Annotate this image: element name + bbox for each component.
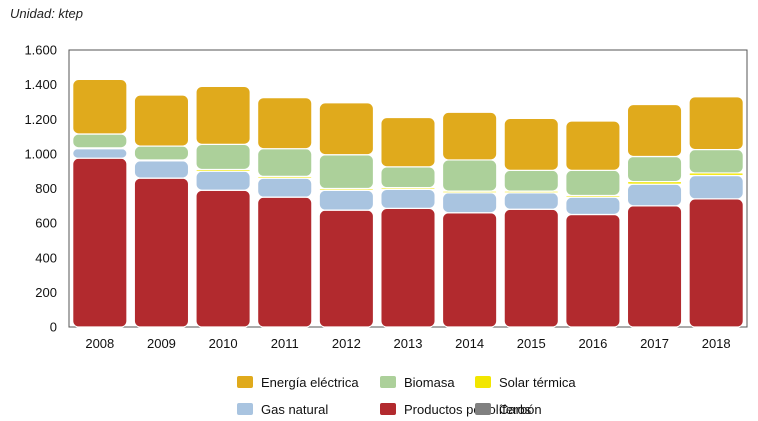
y-tick-label: 400 — [35, 250, 57, 265]
bar-segment-gas-natural-2015 — [503, 192, 559, 210]
bar-segment-productos-petrol-feros-2014 — [441, 212, 498, 328]
bar-segment-gas-natural-2018 — [688, 174, 744, 200]
bar-segment-productos-petrol-feros-2012 — [318, 209, 375, 328]
legend-label: Energía eléctrica — [261, 375, 359, 390]
bar-segment-energ-a-el-ctrica-2016 — [565, 120, 621, 171]
legend-swatch — [475, 403, 491, 415]
y-tick-label: 200 — [35, 285, 57, 300]
x-tick-label: 2008 — [85, 336, 114, 351]
x-tick-label: 2010 — [209, 336, 238, 351]
bar-segment-gas-natural-2016 — [565, 196, 621, 216]
bar-segment-energ-a-el-ctrica-2011 — [257, 97, 313, 150]
bar-segment-energ-a-el-ctrica-2008 — [72, 78, 128, 135]
x-tick-label: 2013 — [394, 336, 423, 351]
bar-segment-productos-petrol-feros-2010 — [195, 189, 251, 328]
plot-area: 0 200 400 600 800 1.000 1.200 1.400 1.600 2008 200… — [24, 43, 748, 351]
x-tick-label: 2016 — [578, 336, 607, 351]
bar-segment-energ-a-el-ctrica-2017 — [626, 103, 683, 158]
bar-segment-energ-a-el-ctrica-2010 — [195, 85, 251, 145]
bar-segment-biomasa-2008 — [72, 133, 128, 149]
x-tick-label: 2018 — [702, 336, 731, 351]
legend-label: Gas natural — [261, 402, 328, 417]
y-tick-label: 1.200 — [24, 112, 57, 127]
bar-segment-productos-petrol-feros-2009 — [133, 177, 190, 328]
bar-segment-biomasa-2012 — [318, 154, 375, 190]
bar-segment-productos-petrol-feros-2011 — [257, 196, 313, 328]
legend-swatch — [380, 403, 396, 415]
y-tick-label: 800 — [35, 181, 57, 196]
x-tick-label: 2012 — [332, 336, 361, 351]
bar-segment-gas-natural-2013 — [380, 188, 436, 210]
y-tick-label: 600 — [35, 216, 57, 231]
bar-segment-energ-a-el-ctrica-2013 — [380, 116, 436, 168]
unit-label: Unidad: ktep — [10, 6, 83, 21]
bar-segment-productos-petrol-feros-2008 — [72, 157, 128, 328]
bar-segment-biomasa-2017 — [626, 155, 683, 183]
bar-segment-biomasa-2010 — [195, 143, 251, 171]
legend-label: Productos petrolíferos — [404, 402, 532, 417]
bar-segment-gas-natural-2017 — [626, 183, 683, 207]
bar-segment-productos-petrol-feros-2018 — [688, 198, 744, 328]
bar-segment-gas-natural-2010 — [195, 170, 251, 191]
bar-segment-energ-a-el-ctrica-2012 — [318, 102, 375, 156]
bar-segment-biomasa-2015 — [503, 169, 559, 192]
bar-segment-energ-a-el-ctrica-2015 — [503, 117, 559, 171]
x-tick-label: 2011 — [271, 336, 299, 351]
x-tick-label: 2014 — [455, 336, 484, 351]
bar-segment-biomasa-2018 — [688, 148, 744, 174]
bar-segment-biomasa-2009 — [133, 145, 190, 161]
x-tick-label: 2017 — [640, 336, 669, 351]
bar-segment-productos-petrol-feros-2015 — [503, 208, 559, 328]
legend-label: Solar térmica — [499, 375, 576, 390]
legend-swatch — [237, 376, 253, 388]
legend-swatch — [237, 403, 253, 415]
y-tick-label: 1.600 — [24, 43, 57, 58]
x-tick-label: 2015 — [517, 336, 546, 351]
y-tick-label: 1.400 — [24, 77, 57, 92]
bar-segment-productos-petrol-feros-2017 — [626, 205, 683, 328]
bar-segment-energ-a-el-ctrica-2009 — [133, 94, 190, 147]
bar-segment-biomasa-2011 — [257, 148, 313, 177]
bar-segment-biomasa-2013 — [380, 166, 436, 189]
y-tick-label: 1.000 — [24, 146, 57, 161]
x-tick-label: 2009 — [147, 336, 176, 351]
bar-segment-gas-natural-2011 — [257, 177, 313, 198]
bar-segment-gas-natural-2014 — [441, 192, 498, 214]
bar-segment-energ-a-el-ctrica-2014 — [441, 111, 498, 161]
legend-swatch — [475, 376, 491, 388]
bar-segment-gas-natural-2008 — [72, 148, 128, 159]
legend-swatch — [380, 376, 396, 388]
bar-segment-biomasa-2016 — [565, 169, 621, 197]
legend-label: Carbón — [499, 402, 542, 417]
bar-segment-biomasa-2014 — [441, 159, 498, 192]
bar-segment-productos-petrol-feros-2013 — [380, 207, 436, 328]
bar-segment-gas-natural-2012 — [318, 189, 375, 211]
legend-label: Biomasa — [404, 375, 455, 390]
legend: Energía eléctrica Biomasa Solar térmica Gas… — [237, 375, 576, 417]
bar-segment-gas-natural-2009 — [133, 160, 190, 179]
y-tick-label: 0 — [50, 320, 57, 335]
bar-segment-energ-a-el-ctrica-2018 — [688, 96, 744, 151]
bar-segment-productos-petrol-feros-2016 — [565, 213, 621, 328]
